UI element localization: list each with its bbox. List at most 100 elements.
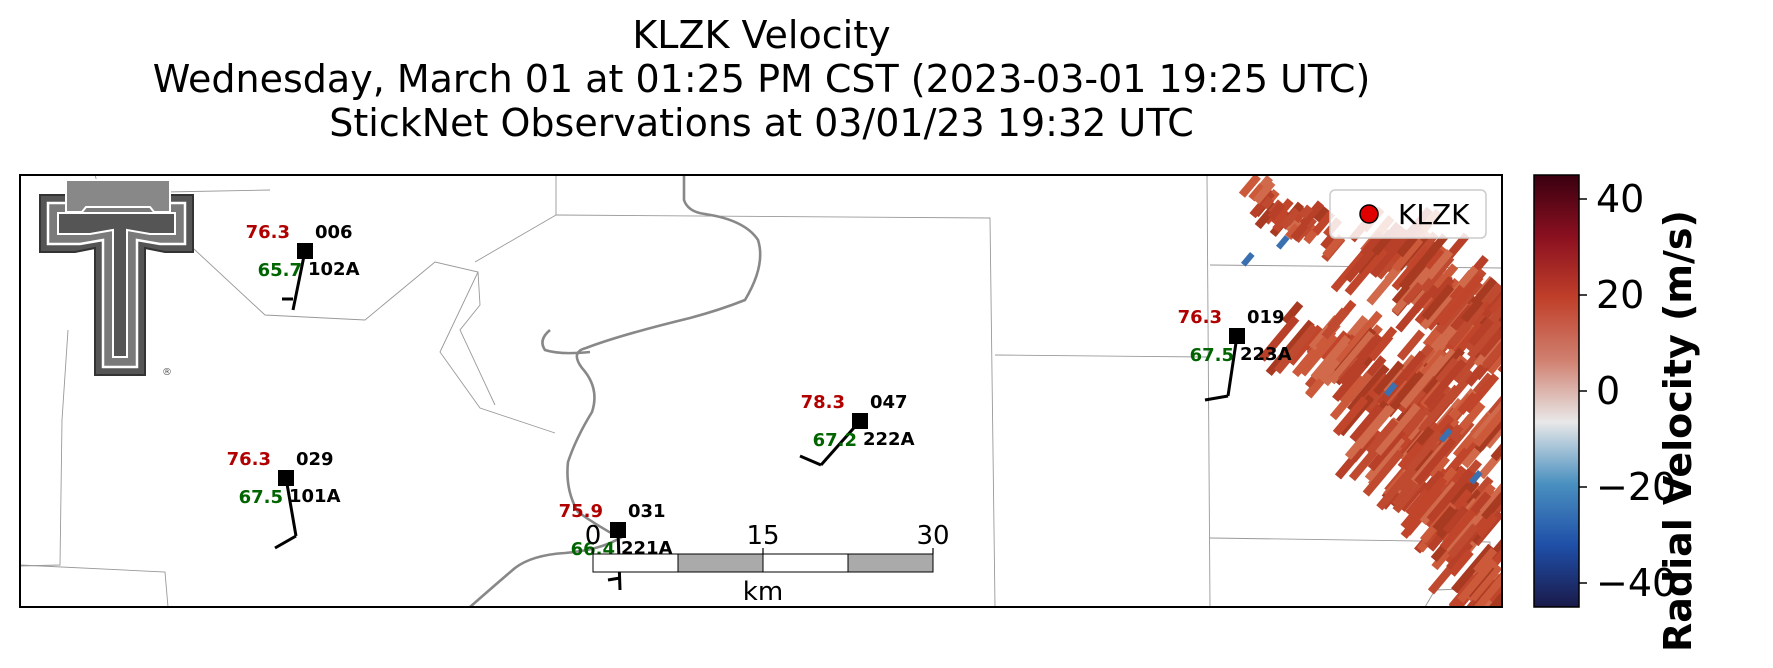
radar-velocity-echoes [1238, 175, 1533, 607]
station-029[interactable]: 76.3 029 67.5 101A [227, 449, 341, 550]
radar-echo-gate [1329, 371, 1373, 421]
station-probe-id: 222A [863, 429, 915, 450]
radar-echo-gate [1468, 317, 1494, 347]
colorbar-tick-label: −20 [1596, 465, 1676, 509]
radar-echo-gate [1238, 175, 1261, 198]
radar-echo-gate [1475, 513, 1499, 538]
county-border [164, 189, 271, 193]
colorbar: 40 20 0 −20 −40 [1533, 174, 1676, 608]
radar-echo-gate [1490, 421, 1502, 462]
station-id: 006 [315, 222, 353, 243]
logo-registered-mark: ® [162, 367, 172, 378]
radar-echo-gate [1396, 329, 1426, 361]
radar-echo-gate [1290, 222, 1309, 242]
radar-echo-gate [1285, 223, 1301, 240]
legend-box [1329, 189, 1487, 239]
radar-echo-gate [1474, 418, 1502, 453]
radar-echo-gate [1406, 430, 1444, 473]
colorbar-bar [1533, 174, 1580, 608]
radar-echo-gate [1423, 326, 1459, 366]
scale-bar: 0 15 30 km [585, 521, 950, 607]
radar-echo-gate [1402, 409, 1427, 436]
station-temperature: 76.3 [246, 222, 290, 243]
radar-echo-gate [1423, 358, 1467, 409]
radar-echo-gate [1265, 319, 1315, 377]
station-id: 019 [1247, 307, 1285, 328]
radar-echo-gate [1258, 315, 1300, 362]
colorbar-label: Radial Velocity (m/s) [1656, 210, 1700, 652]
station-temperature: 76.3 [227, 449, 271, 470]
radar-echo-gate [1473, 547, 1498, 574]
radar-echo-gate [1311, 210, 1335, 236]
map-frame [19, 174, 1503, 608]
radar-echo-gate [1487, 576, 1502, 604]
radar-echo-gate [1384, 370, 1426, 418]
radar-echo-gate [1486, 332, 1502, 375]
radar-echo-gate [1414, 437, 1457, 486]
title-radar: KLZK Velocity [632, 13, 891, 57]
county-border [555, 214, 996, 607]
wind-barb-flag [607, 576, 621, 582]
station-marker [278, 470, 294, 486]
scale-tick-label-15: 15 [746, 521, 779, 551]
radar-echo-gate [1469, 563, 1502, 602]
wind-barb-shaft [1226, 335, 1239, 397]
station-019[interactable]: 76.3 019 67.5 223A [1178, 307, 1292, 402]
radar-echo-gate [1423, 470, 1445, 493]
radar-echo-gate [1460, 297, 1484, 323]
station-probe-id: 101A [289, 486, 341, 507]
radar-echo-gate [1310, 334, 1351, 381]
colorbar-tick-label: 20 [1596, 273, 1644, 317]
scale-seg-2 [677, 553, 764, 573]
radar-echo-gate-inbound [1276, 234, 1290, 250]
radar-echo-gate [1332, 396, 1369, 437]
radar-echo-gate [1448, 548, 1474, 577]
radar-echo-gate [1476, 282, 1502, 313]
radar-echo-gate [1447, 305, 1486, 348]
station-047[interactable]: 78.3 047 67.2 222A [799, 392, 915, 467]
radar-echo-gate [1421, 284, 1455, 321]
radar-echo-gate [1420, 254, 1455, 293]
radar-echo-gate [1347, 315, 1369, 339]
radar-echo-gate [1327, 307, 1348, 331]
radar-echo-gate [1391, 246, 1431, 291]
radar-echo-gate [1402, 281, 1424, 305]
radar-echo-gate [1469, 491, 1492, 516]
station-dewpoint: 65.7 [258, 260, 302, 281]
wind-barb-shaft [284, 477, 298, 537]
county-border [20, 329, 69, 567]
radar-echo-gate [1510, 306, 1533, 331]
station-probe-id: 223A [1240, 344, 1292, 365]
radar-echo-gate [1397, 441, 1424, 471]
station-dewpoint: 67.5 [239, 487, 283, 508]
scale-tick-label-0: 0 [585, 521, 602, 551]
radar-echo-gate [1356, 333, 1383, 363]
texas-tech-logo: ® [39, 179, 194, 378]
radar-echo-gate [1467, 605, 1502, 607]
radar-echo-gate [1428, 455, 1450, 479]
station-006[interactable]: 76.3 006 65.7 102A [246, 222, 360, 311]
radar-echo-gate [1322, 233, 1345, 259]
radar-echo-gate [1376, 465, 1416, 511]
colorbar-tick-label: −40 [1596, 561, 1676, 605]
map-area[interactable] [20, 175, 1502, 607]
radar-echo-gate [1467, 318, 1502, 360]
station-dewpoint: 67.2 [813, 430, 857, 451]
radar-echo-gate [1451, 543, 1495, 594]
radar-echo-gate [1472, 391, 1502, 448]
radar-echo-gate [1395, 283, 1439, 333]
county-border [20, 564, 169, 607]
radar-echo-gate [1462, 574, 1502, 607]
radar-echo-gate [1335, 310, 1383, 365]
radar-echo-gate [1344, 239, 1394, 296]
wind-barb-flag [1204, 394, 1229, 402]
radar-echo-gate [1252, 179, 1276, 205]
legend-marker [1359, 204, 1379, 224]
radar-echo-gate [1332, 361, 1368, 402]
radar-echo-gate [1471, 398, 1502, 442]
radar-echo-gate [1328, 330, 1376, 385]
radar-echo-gate [1399, 354, 1448, 409]
radar-echo-gate [1299, 200, 1324, 227]
radar-echo-gate [1400, 476, 1448, 530]
